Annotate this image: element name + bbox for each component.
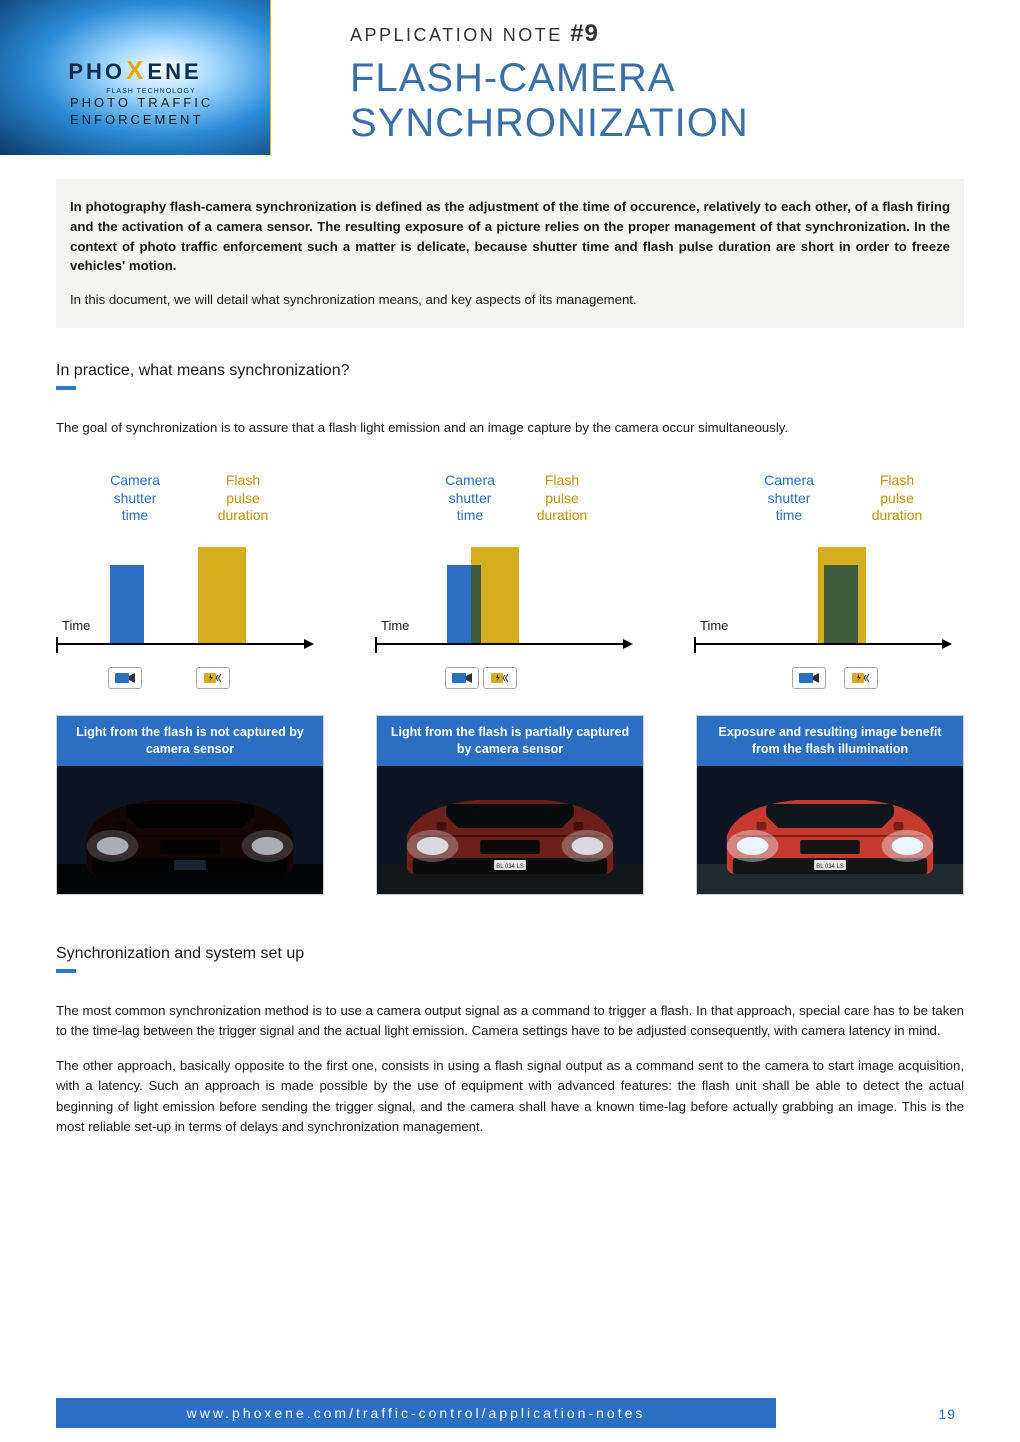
card-caption: Light from the flash is not captured by …	[57, 716, 323, 766]
diagram-labels: Camerashuttertime Flashpulseduration	[56, 472, 326, 525]
diagram-labels: Camerashuttertime Flashpulseduration	[375, 472, 645, 525]
heading-underline	[56, 969, 76, 973]
svg-text:BL 034 LS: BL 034 LS	[816, 864, 844, 870]
axis-tick	[56, 637, 58, 653]
time-axis	[694, 643, 944, 645]
header-left-panel: PHOXENE FLASH TECHNOLOGY PHOTO TRAFFIC E…	[0, 0, 270, 155]
logo: PHOXENE FLASH TECHNOLOGY	[68, 55, 201, 95]
header: PHOXENE FLASH TECHNOLOGY PHOTO TRAFFIC E…	[0, 0, 1020, 155]
axis-label: Time	[381, 618, 409, 633]
timing-diagram: Camerashuttertime Flashpulseduration Time	[694, 472, 964, 693]
diagram-labels: Camerashuttertime Flashpulseduration	[694, 472, 964, 525]
flash-pulse-label: Flashpulseduration	[862, 472, 932, 525]
flash-icon	[483, 667, 517, 689]
diagram-chart: Time	[375, 533, 645, 663]
camera-shutter-label: Camerashuttertime	[100, 472, 170, 525]
camera-shutter-bar	[110, 565, 144, 643]
intro-bold: In photography flash-camera synchronizat…	[70, 197, 950, 276]
flash-pulse-bar	[198, 547, 246, 643]
flash-pulse-label: Flashpulseduration	[208, 472, 278, 525]
section-1-para: The goal of synchronization is to assure…	[56, 418, 964, 438]
timing-diagram: Camerashuttertime Flashpulseduration Time	[375, 472, 645, 693]
diagram-icons	[694, 667, 964, 693]
overlap-bar	[471, 565, 481, 643]
header-left-label-l1: PHOTO TRAFFIC	[70, 94, 213, 112]
card-image	[57, 766, 323, 894]
appnote-number: #9	[570, 20, 599, 47]
axis-tick	[375, 637, 377, 653]
camera-shutter-label: Camerashuttertime	[435, 472, 505, 525]
example-card: Light from the flash is not captured by …	[56, 715, 324, 895]
intro-regular: In this document, we will detail what sy…	[70, 290, 950, 310]
section-1-heading: In practice, what means synchronization?	[56, 362, 964, 380]
time-axis	[56, 643, 306, 645]
axis-label: Time	[62, 618, 90, 633]
footer-url-bar: www.phoxene.com/traffic-control/applicat…	[56, 1398, 776, 1428]
timing-diagrams-row: CamerashuttertimeFlashpulsedurationTimeC…	[56, 472, 964, 693]
diagram-icons	[56, 667, 326, 693]
footer-url: www.phoxene.com/traffic-control/applicat…	[187, 1405, 646, 1421]
timing-diagram: Camerashuttertime Flashpulseduration Time	[56, 472, 326, 693]
flash-icon	[196, 667, 230, 689]
axis-tick	[694, 637, 696, 653]
logo-text: PHOXENE	[68, 55, 201, 86]
card-image: BL 034 LS	[377, 766, 643, 894]
overlap-bar	[824, 565, 858, 643]
example-card: Light from the flash is partially captur…	[376, 715, 644, 895]
header-left-label: PHOTO TRAFFIC ENFORCEMENT	[70, 94, 213, 129]
header-left-label-l2: ENFORCEMENT	[70, 111, 213, 129]
logo-part-1: PHO	[68, 59, 125, 84]
flash-icon	[844, 667, 878, 689]
page: PHOXENE FLASH TECHNOLOGY PHOTO TRAFFIC E…	[0, 0, 1020, 1442]
diagram-chart: Time	[56, 533, 326, 663]
camera-icon	[445, 667, 479, 689]
svg-text:BL 034 LS: BL 034 LS	[496, 864, 524, 870]
example-cards-row: Light from the flash is not captured by …	[56, 715, 964, 895]
section-2-para-2: The other approach, basically opposite t…	[56, 1056, 964, 1138]
card-caption: Exposure and resulting image benefit fro…	[697, 716, 963, 766]
page-number: 19	[938, 1406, 956, 1422]
camera-icon	[792, 667, 826, 689]
page-title: FLASH-CAMERA SYNCHRONIZATION	[350, 56, 1000, 146]
section-2-heading: Synchronization and system set up	[56, 945, 964, 963]
card-caption: Light from the flash is partially captur…	[377, 716, 643, 766]
card-image: BL 034 LS	[697, 766, 963, 894]
camera-icon	[108, 667, 142, 689]
time-axis	[375, 643, 625, 645]
diagram-chart: Time	[694, 533, 964, 663]
section-2-para-1: The most common synchronization method i…	[56, 1001, 964, 1042]
camera-shutter-label: Camerashuttertime	[754, 472, 824, 525]
example-card: Exposure and resulting image benefit fro…	[696, 715, 964, 895]
intro-box: In photography flash-camera synchronizat…	[56, 179, 964, 328]
axis-label: Time	[700, 618, 728, 633]
flash-pulse-label: Flashpulseduration	[527, 472, 597, 525]
appnote-prefix: APPLICATION NOTE	[350, 25, 570, 45]
appnote-line: APPLICATION NOTE #9	[350, 20, 1000, 48]
diagram-icons	[375, 667, 645, 693]
content: In photography flash-camera synchronizat…	[0, 155, 1020, 1137]
logo-part-2: ENE	[147, 59, 201, 84]
header-right: APPLICATION NOTE #9 FLASH-CAMERA SYNCHRO…	[270, 0, 1020, 155]
heading-underline	[56, 386, 76, 390]
logo-x: X	[125, 55, 147, 85]
header-divider	[270, 0, 271, 155]
